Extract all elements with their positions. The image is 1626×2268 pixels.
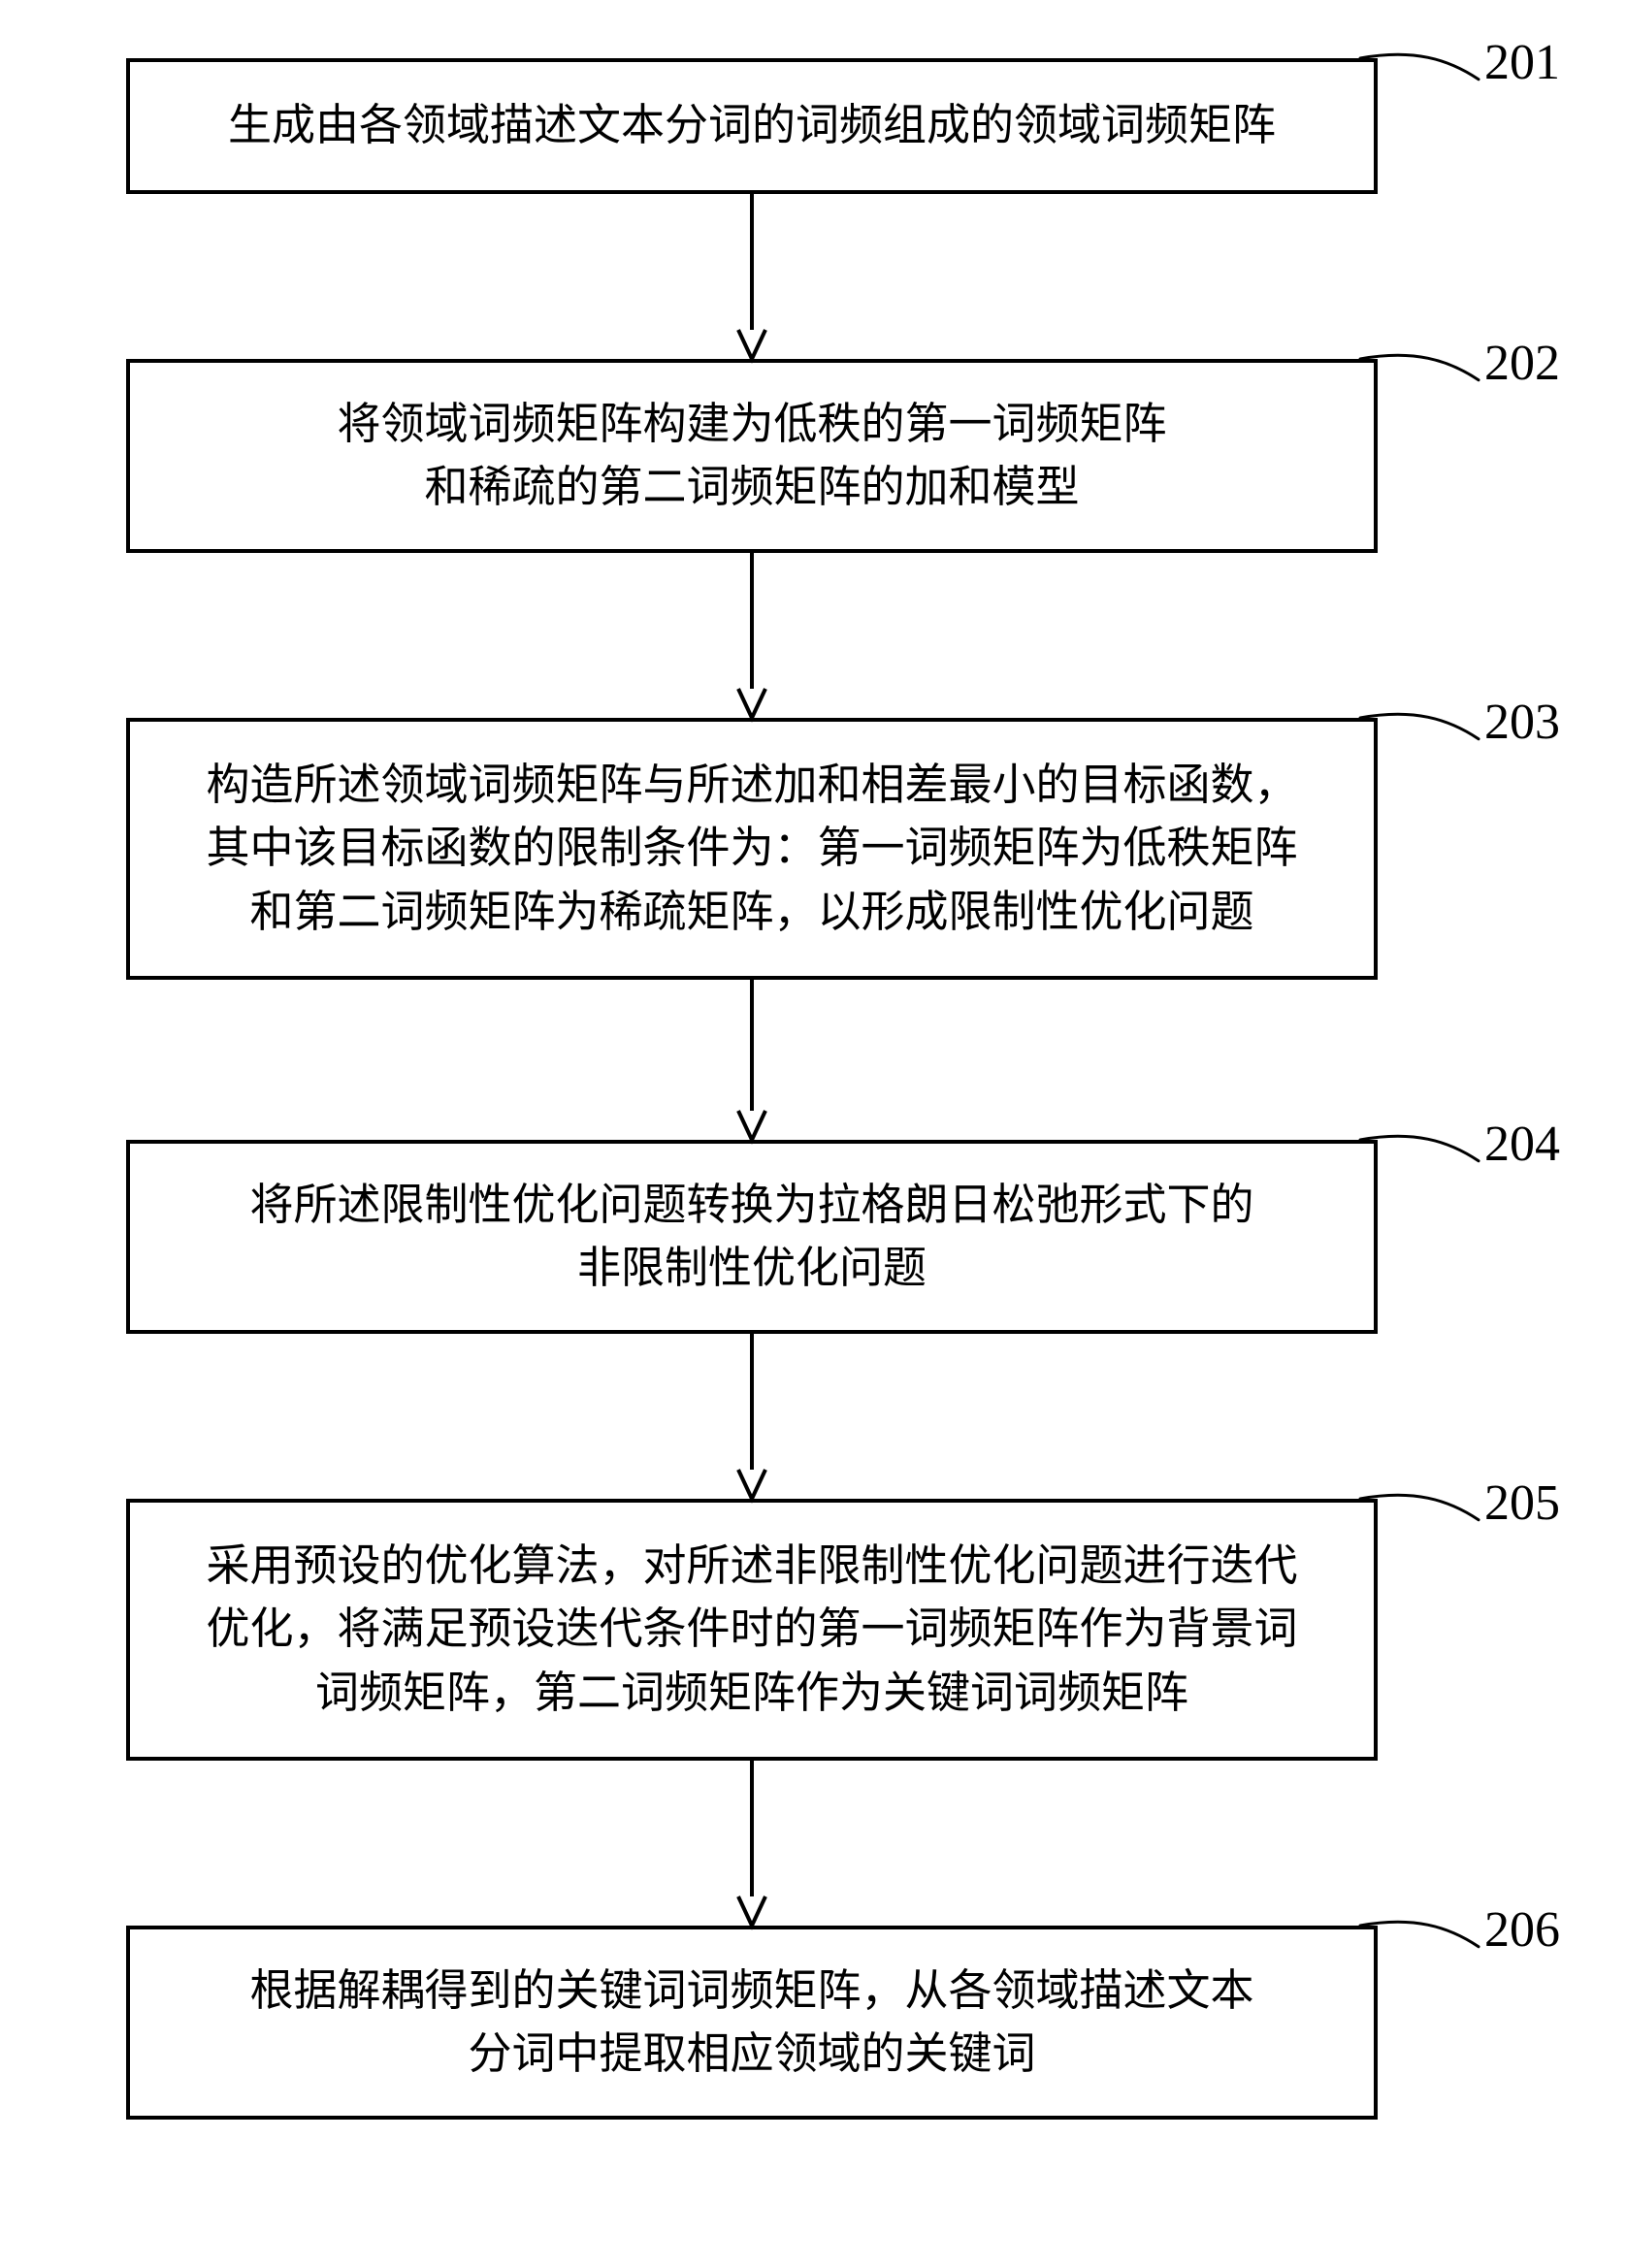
arrow-head-2	[738, 689, 765, 718]
arrow-head-4	[738, 1470, 765, 1499]
flowchart-node-205: 采用预设的优化算法，对所述非限制性优化问题进行迭代优化，将满足预设迭代条件时的第…	[126, 1499, 1378, 1761]
step-tag-205-text: 205	[1484, 1475, 1560, 1531]
flowchart-node-205-text: 采用预设的优化算法，对所述非限制性优化问题进行迭代优化，将满足预设迭代条件时的第…	[206, 1535, 1297, 1725]
step-tag-202-text: 202	[1484, 336, 1560, 391]
flowchart-node-202-text: 将领域词频矩阵构建为低秩的第一词频矩阵和稀疏的第二词频矩阵的加和模型	[337, 393, 1166, 520]
arrow-head-3	[738, 1111, 765, 1140]
flowchart-node-204: 将所述限制性优化问题转换为拉格朗日松弛形式下的非限制性优化问题	[126, 1140, 1378, 1334]
flowchart-node-201: 生成由各领域描述文本分词的词频组成的领域词频矩阵	[126, 58, 1378, 194]
flowchart-node-203: 构造所述领域词频矩阵与所述加和相差最小的目标函数，其中该目标函数的限制条件为：第…	[126, 718, 1378, 980]
step-tag-201: 201	[1484, 34, 1560, 91]
flowchart-node-204-text: 将所述限制性优化问题转换为拉格朗日松弛形式下的非限制性优化问题	[249, 1174, 1253, 1301]
step-tag-204-text: 204	[1484, 1117, 1560, 1172]
arrow-head-5	[738, 1896, 765, 1926]
leader-curve-4	[1360, 1136, 1479, 1161]
arrow-head-1	[738, 330, 765, 359]
step-tag-203: 203	[1484, 694, 1560, 751]
flowchart-node-203-text: 构造所述领域词频矩阵与所述加和相差最小的目标函数，其中该目标函数的限制条件为：第…	[206, 754, 1297, 944]
leader-curve-5	[1360, 1495, 1479, 1520]
flowchart-node-201-text: 生成由各领域描述文本分词的词频组成的领域词频矩阵	[228, 94, 1276, 157]
step-tag-202: 202	[1484, 335, 1560, 392]
step-tag-201-text: 201	[1484, 35, 1560, 90]
step-tag-204: 204	[1484, 1116, 1560, 1173]
flowchart-canvas: 生成由各领域描述文本分词的词频组成的领域词频矩阵 将领域词频矩阵构建为低秩的第一…	[0, 0, 1626, 2268]
leader-curve-2	[1360, 355, 1479, 380]
flowchart-node-206-text: 根据解耦得到的关键词词频矩阵，从各领域描述文本分词中提取相应领域的关键词	[249, 1960, 1253, 2087]
step-tag-206-text: 206	[1484, 1902, 1560, 1958]
leader-curve-3	[1360, 714, 1479, 739]
flowchart-node-202: 将领域词频矩阵构建为低秩的第一词频矩阵和稀疏的第二词频矩阵的加和模型	[126, 359, 1378, 553]
flowchart-node-206: 根据解耦得到的关键词词频矩阵，从各领域描述文本分词中提取相应领域的关键词	[126, 1926, 1378, 2120]
step-tag-205: 205	[1484, 1474, 1560, 1532]
leader-curve-6	[1360, 1922, 1479, 1947]
step-tag-203-text: 203	[1484, 695, 1560, 750]
step-tag-206: 206	[1484, 1901, 1560, 1959]
leader-curve-1	[1360, 54, 1479, 80]
